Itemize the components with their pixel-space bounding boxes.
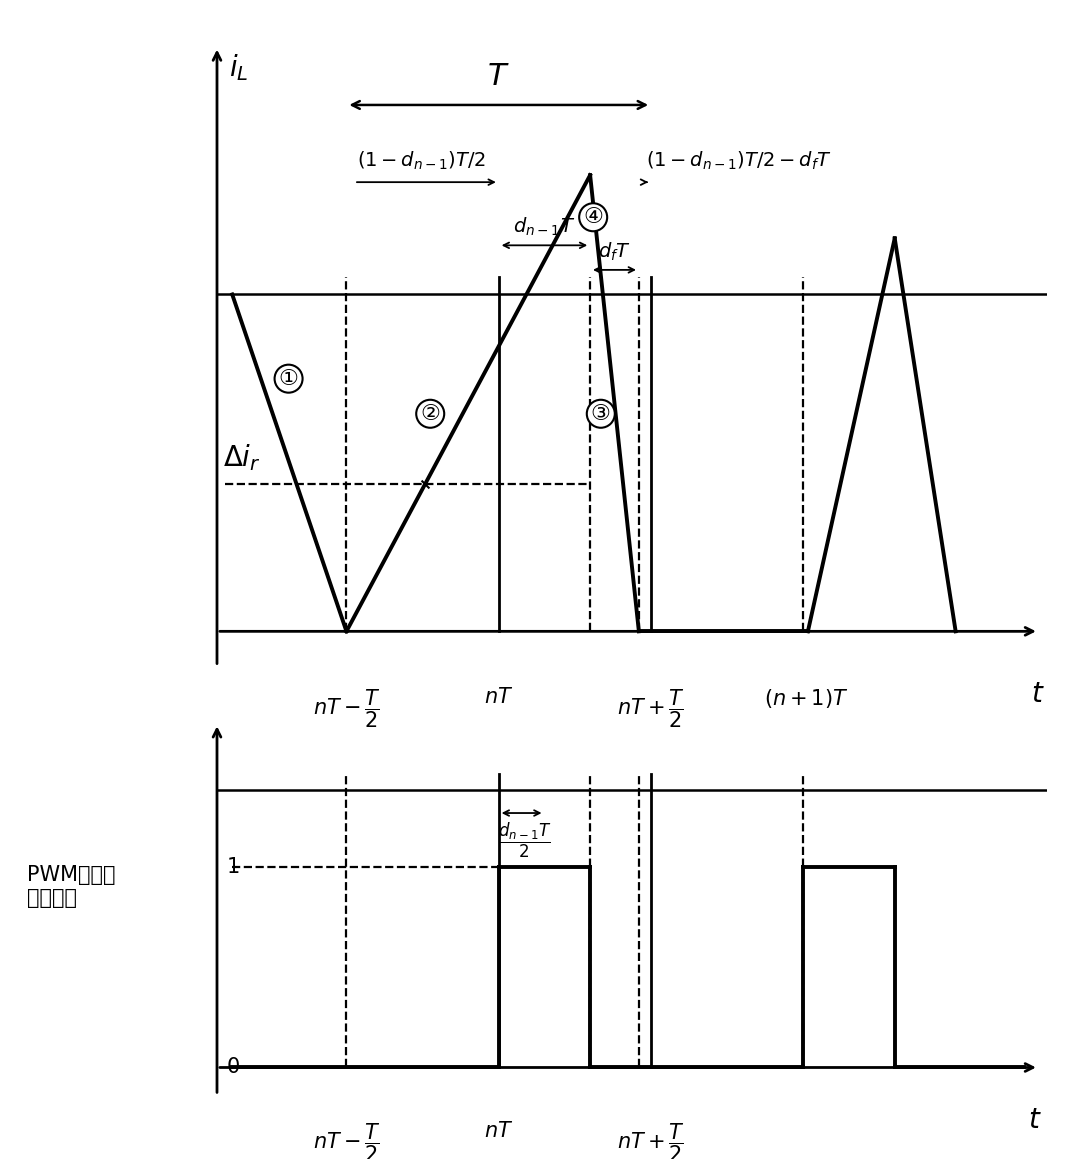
Text: $nT-\dfrac{T}{2}$: $nT-\dfrac{T}{2}$ [312,1122,381,1159]
Text: $nT$: $nT$ [484,687,513,707]
Text: $\dfrac{d_{n-1}T}{2}$: $\dfrac{d_{n-1}T}{2}$ [498,821,551,860]
Text: $t$: $t$ [1027,1106,1042,1134]
Text: 0: 0 [227,1057,240,1078]
Text: $nT+\dfrac{T}{2}$: $nT+\dfrac{T}{2}$ [617,1122,685,1159]
Text: ②: ② [420,403,441,424]
Text: $nT+\dfrac{T}{2}$: $nT+\dfrac{T}{2}$ [617,687,685,730]
Text: $d_fT$: $d_fT$ [598,241,631,263]
Text: $(1-d_{n-1})T/2$: $(1-d_{n-1})T/2$ [357,150,486,172]
Text: PWM输出的
逻辑状态: PWM输出的 逻辑状态 [27,865,116,909]
Text: ④: ④ [583,207,603,227]
Text: $\Delta i_r$: $\Delta i_r$ [224,443,260,473]
Text: $(1-d_{n-1})T/2-d_fT$: $(1-d_{n-1})T/2-d_fT$ [647,150,832,172]
Text: $t$: $t$ [1031,680,1044,708]
Text: 1: 1 [227,857,240,877]
Text: ③: ③ [591,403,611,424]
Text: $d_{n-1}T$: $d_{n-1}T$ [513,216,575,239]
Text: $(n+1)T$: $(n+1)T$ [764,687,848,710]
Text: $nT-\dfrac{T}{2}$: $nT-\dfrac{T}{2}$ [312,687,381,730]
Text: ①: ① [279,369,298,388]
Text: $nT$: $nT$ [484,1122,513,1142]
Text: $i_L$: $i_L$ [229,52,248,83]
Text: $T$: $T$ [487,61,510,90]
